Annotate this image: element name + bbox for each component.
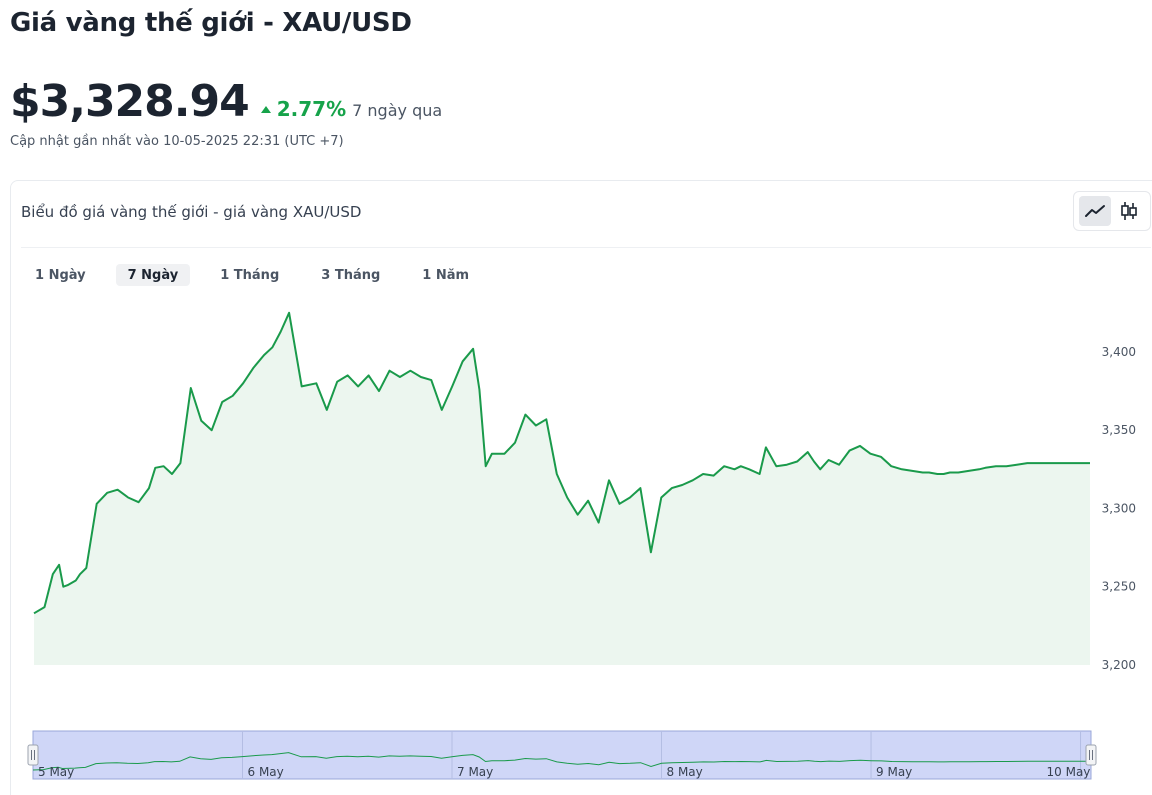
chart-card-title: Biểu đồ giá vàng thế giới - giá vàng XAU… [21,203,362,221]
last-updated: Cập nhật gần nhất vào 10-05-2025 22:31 (… [10,134,344,149]
card-divider [21,247,1151,248]
range-tab-3m[interactable]: 3 Tháng [321,267,381,283]
range-tabs: 1 Ngày 7 Ngày 1 Tháng 3 Tháng 1 Năm [23,264,499,286]
price-summary: $3,328.94 2.77% 7 ngày qua [10,76,442,127]
range-tab-1m[interactable]: 1 Tháng [220,267,280,283]
chart-card: Biểu đồ giá vàng thế giới - giá vàng XAU… [10,180,1152,795]
navigator-handle-right[interactable] [1085,744,1097,766]
change-period: 7 ngày qua [352,101,443,120]
line-chart-button[interactable] [1079,196,1111,226]
candlestick-button[interactable] [1113,196,1145,226]
current-price: $3,328.94 [10,76,250,127]
range-tab-1y[interactable]: 1 Năm [422,267,470,283]
chart-type-toggle [1073,191,1151,231]
navigator-handle-grip[interactable] [27,744,39,766]
page-title: Giá vàng thế giới - XAU/USD [10,8,412,38]
range-tab-1d[interactable]: 1 Ngày [35,267,86,283]
range-tab-7d[interactable]: 7 Ngày [115,264,191,286]
navigator: 5 May 6 May 7 May 8 May 9 May 10 May [27,730,1097,780]
up-arrow-icon [260,106,271,113]
line-chart-icon [1085,205,1105,217]
change-percent: 2.77% [276,97,347,121]
candlestick-icon [1121,202,1137,220]
navigator-selection[interactable] [32,730,1092,780]
price-change: 2.77% 7 ngày qua [260,97,443,121]
navigator-handle-grip[interactable] [1085,744,1097,766]
navigator-handle-left[interactable] [27,744,39,766]
